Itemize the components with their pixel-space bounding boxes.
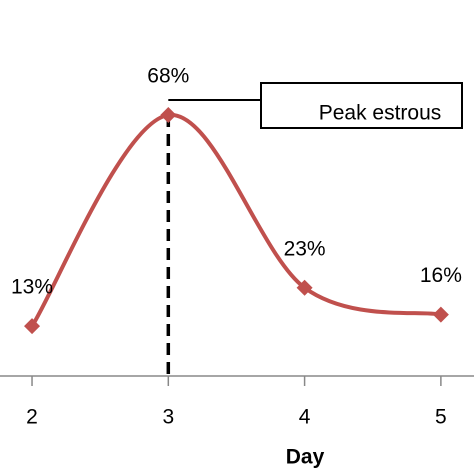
marker xyxy=(160,107,177,124)
marker xyxy=(24,318,41,335)
x-tick-label: 3 xyxy=(162,406,174,429)
data-label: 13% xyxy=(11,276,53,299)
annotation-box xyxy=(260,82,463,129)
data-label: 68% xyxy=(147,65,189,88)
x-axis-label: Day xyxy=(286,446,325,469)
x-tick-label: 5 xyxy=(435,406,447,429)
x-tick-label: 2 xyxy=(26,406,38,429)
marker xyxy=(296,279,313,296)
data-label: 16% xyxy=(420,264,462,287)
annotation-text: Peak estrous xyxy=(319,102,442,125)
data-label: 23% xyxy=(284,237,326,260)
x-tick-label: 4 xyxy=(299,406,311,429)
marker xyxy=(432,306,449,323)
series-line xyxy=(30,113,442,328)
